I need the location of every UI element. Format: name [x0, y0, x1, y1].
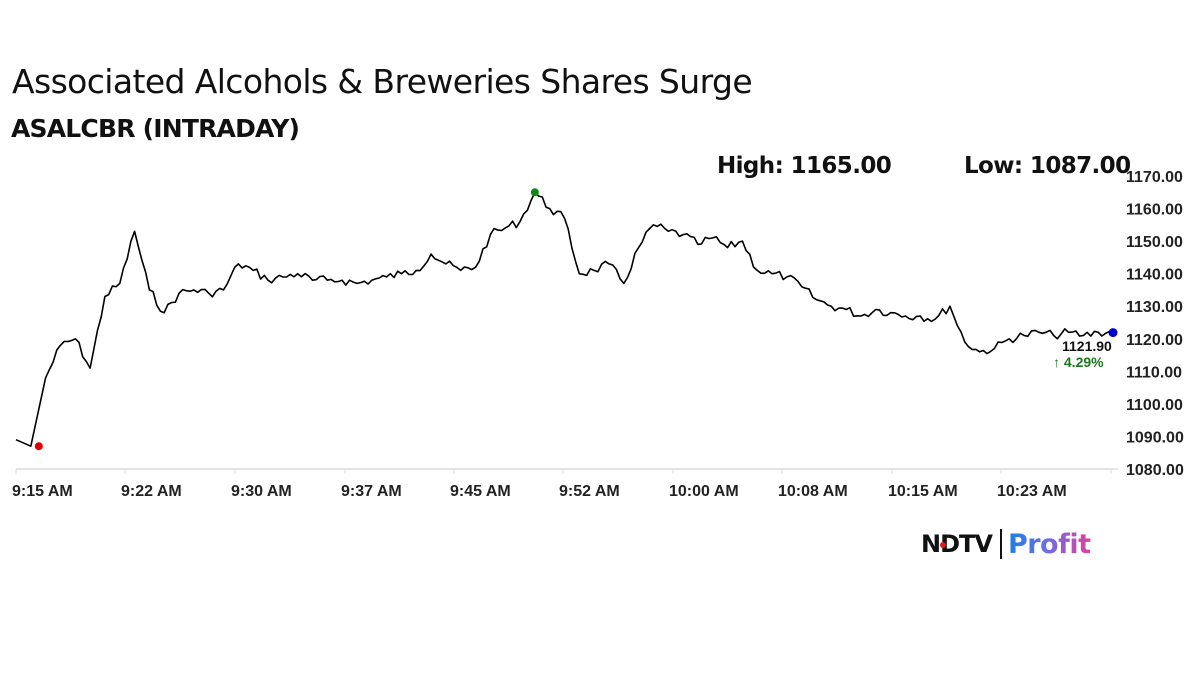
y-tick-label: 1140.00: [1126, 267, 1183, 284]
y-tick-label: 1160.00: [1126, 202, 1183, 219]
ndtv-profit-logo: NDTV Profit: [921, 527, 1091, 561]
x-tick-label: 9:30 AM: [231, 483, 292, 500]
y-tick-label: 1090.00: [1126, 429, 1184, 446]
x-axis: 9:15 AM 9:22 AM 9:30 AM 9:37 AM 9:45 AM 9:52 …: [12, 469, 1112, 500]
profit-logo-text: Profit: [1007, 528, 1091, 560]
high-marker: [530, 188, 539, 197]
x-tick-label: 9:45 AM: [450, 483, 511, 500]
x-tick-label: 9:37 AM: [341, 483, 402, 500]
y-tick-label: 1110.00: [1126, 364, 1182, 381]
x-tick-label: 9:22 AM: [121, 483, 182, 500]
logo-red-dot: [940, 542, 946, 548]
x-tick-label: 9:52 AM: [559, 483, 620, 500]
last-price-label: 1121.90: [1062, 338, 1112, 354]
y-tick-label: 1080.00: [1126, 462, 1184, 479]
ndtv-logo-text: NDTV: [921, 530, 993, 558]
low-marker: [34, 442, 43, 451]
y-tick-label: 1130.00: [1126, 299, 1183, 316]
low-value: Low: 1087.00: [964, 153, 1131, 179]
y-tick-label: 1170.00: [1126, 169, 1183, 186]
chart-title: Associated Alcohols & Breweries Shares S…: [12, 62, 753, 101]
change-percent-label: ↑ 4.29%: [1053, 354, 1104, 370]
y-tick-label: 1150.00: [1126, 234, 1183, 251]
x-tick-label: 10:15 AM: [888, 483, 958, 500]
y-axis: 1080.00 1090.00 1100.00 1110.00 1120.00 1130.…: [1126, 169, 1184, 479]
high-value: High: 1165.00: [717, 153, 892, 179]
x-tick-label: 10:00 AM: [669, 483, 739, 500]
x-tick-label: 10:08 AM: [778, 483, 848, 500]
x-tick-label: 10:23 AM: [997, 483, 1067, 500]
x-tick-label: 9:15 AM: [12, 483, 73, 500]
logo-divider: [999, 529, 1002, 559]
chart-subtitle: ASALCBR (INTRADAY): [11, 114, 300, 143]
price-line: [15, 191, 1114, 447]
last-price-marker: [1108, 328, 1118, 338]
y-tick-label: 1120.00: [1126, 332, 1183, 349]
y-tick-label: 1100.00: [1126, 397, 1183, 414]
